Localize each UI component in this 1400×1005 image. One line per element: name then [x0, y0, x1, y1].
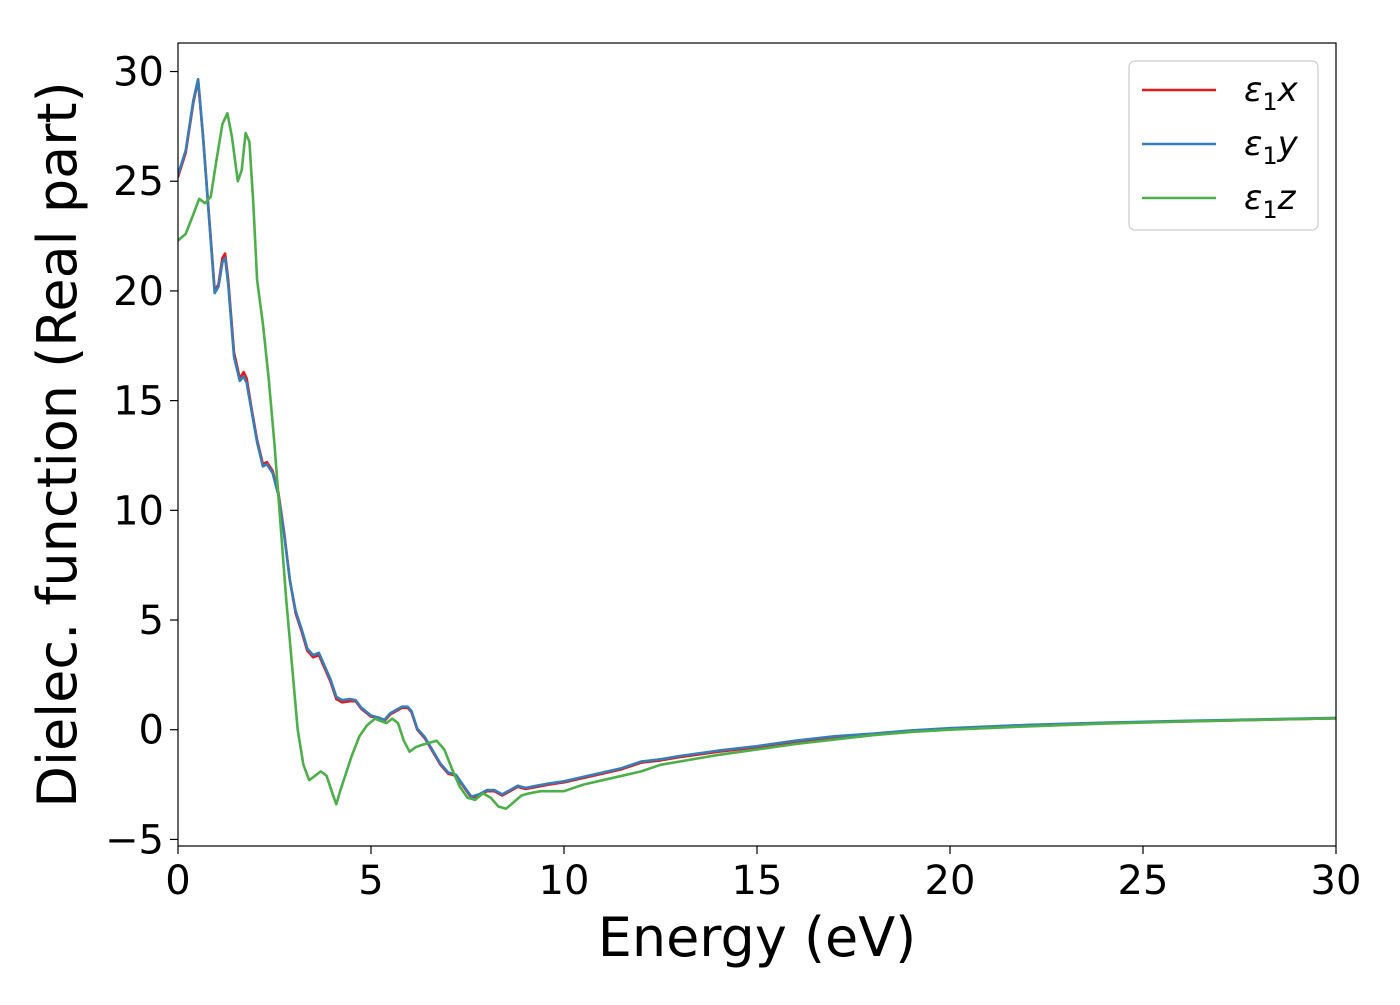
series-lines: [178, 77, 1336, 811]
series-line-y: [178, 77, 1336, 798]
legend-label-y: ε1y: [1244, 124, 1299, 170]
legend-box: [1128, 60, 1319, 231]
y-tick-label: 15: [113, 379, 164, 425]
y-tick-label: −5: [105, 817, 164, 863]
y-axis-ticks: −5 0 5 10 15 20 25 30: [105, 50, 178, 863]
legend-subscript: 1: [1262, 88, 1277, 116]
legend-variable: x: [1277, 70, 1299, 110]
y-tick-label: 10: [113, 488, 164, 534]
y-tick-label: 5: [139, 598, 164, 644]
x-tick-label: 25: [1118, 858, 1169, 904]
legend-symbol: ε: [1244, 178, 1262, 218]
x-tick-label: 0: [165, 858, 190, 904]
legend-label-z: ε1z: [1244, 178, 1297, 224]
legend-variable: z: [1277, 178, 1297, 218]
series-line-z: [178, 111, 1336, 811]
legend-symbol: ε: [1244, 124, 1262, 164]
y-tick-label: 20: [113, 269, 164, 315]
x-axis-label: Energy (eV): [598, 906, 917, 969]
x-tick-label: 5: [358, 858, 383, 904]
x-axis-ticks: 0 5 10 15 20 25 30: [165, 846, 1361, 904]
y-tick-label: 0: [139, 708, 164, 754]
x-tick-label: 20: [925, 858, 976, 904]
legend-label-x: ε1x: [1244, 70, 1299, 116]
legend-symbol: ε: [1244, 70, 1262, 110]
y-axis-label: Dielec. function (Real part): [26, 81, 89, 807]
y-tick-label: 30: [113, 50, 164, 96]
legend-subscript: 1: [1262, 142, 1277, 170]
y-tick-label: 25: [113, 159, 164, 205]
legend-variable: y: [1277, 124, 1299, 164]
x-tick-label: 15: [732, 858, 783, 904]
legend-subscript: 1: [1262, 196, 1277, 224]
x-tick-label: 30: [1311, 858, 1362, 904]
x-tick-label: 10: [539, 858, 590, 904]
